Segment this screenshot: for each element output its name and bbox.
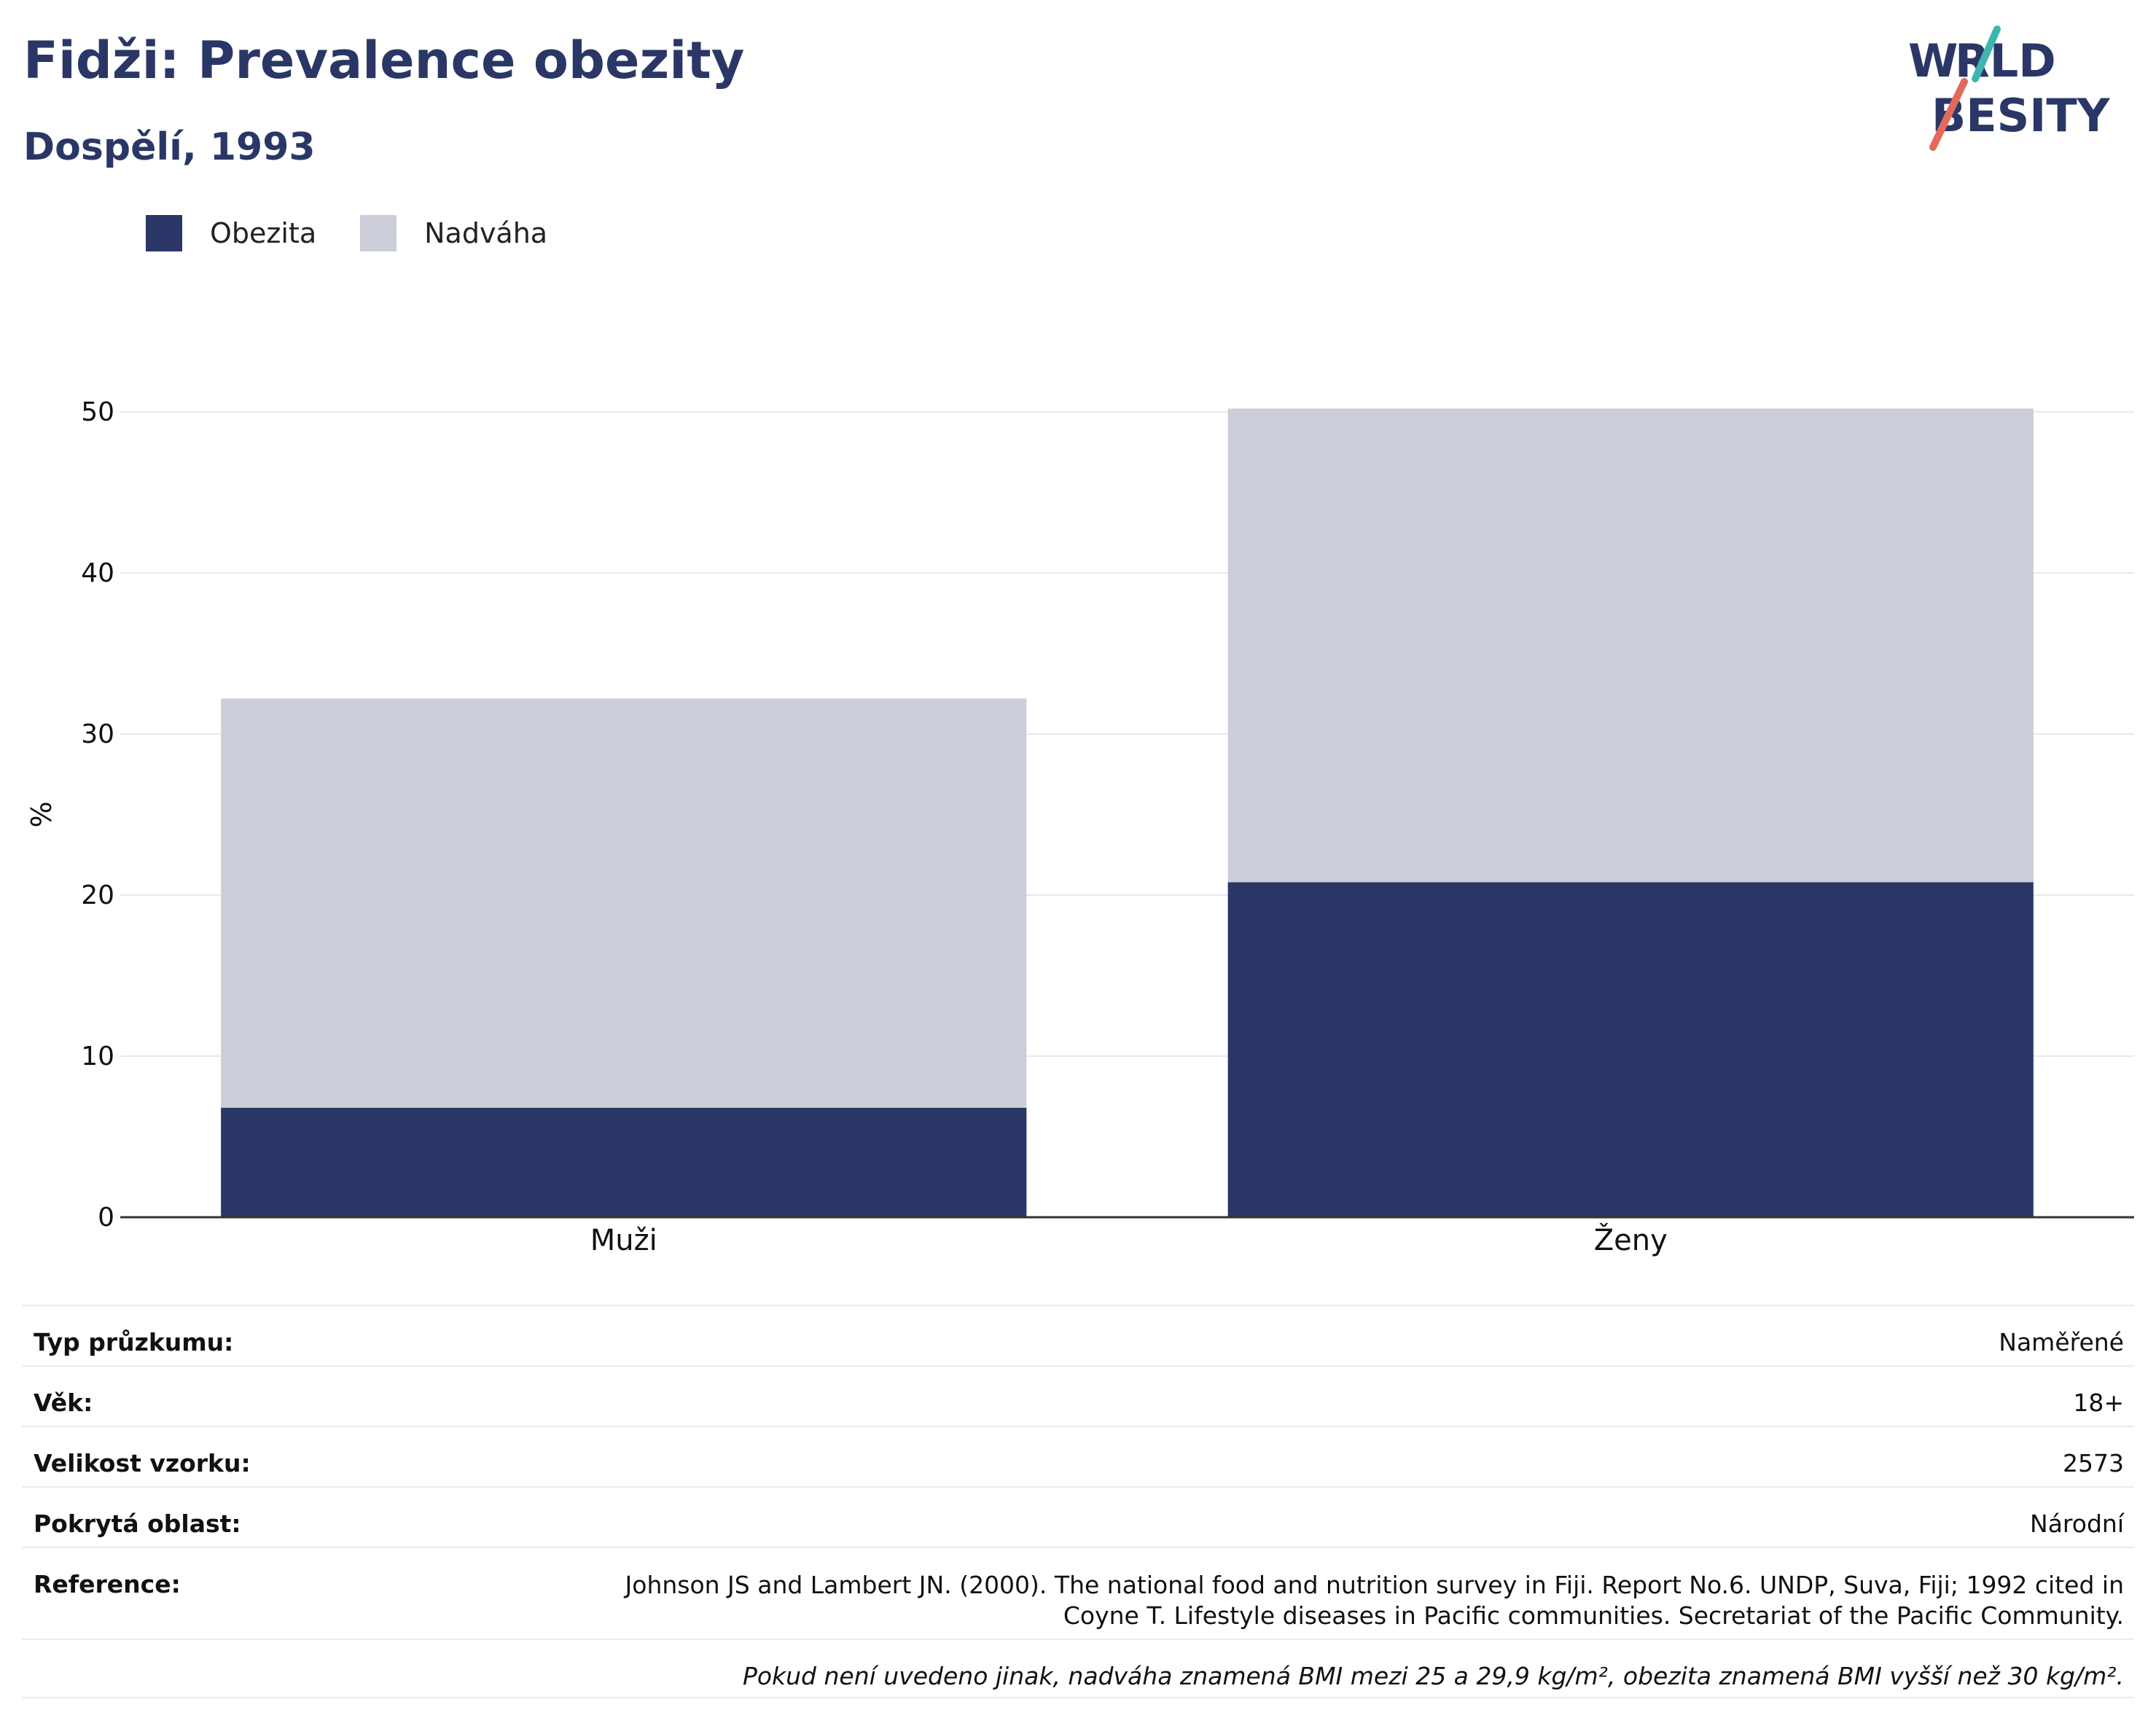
info-row-coverage: Pokrytá oblast: Národní [22,1486,2134,1547]
info-key: Typ průzkumu: [34,1328,234,1356]
definition-note: Pokud není uvedeno jinak, nadváha znamen… [742,1662,2124,1690]
info-value: 18+ [2073,1389,2124,1417]
info-value: Národní [2030,1510,2124,1538]
svg-text:W: W [1908,34,1958,87]
y-tick-label: 20 [81,880,114,910]
legend-swatch-obesity [146,215,182,251]
legend-item-obesity[interactable]: Obezita [146,215,316,251]
bar-overweight-men [221,698,1027,1108]
info-key: Pokrytá oblast: [34,1510,241,1538]
x-tick-label: Muži [590,1224,657,1257]
y-tick-label: 30 [81,719,114,749]
survey-info-table: Typ průzkumu: Naměřené Věk: 18+ Velikost… [22,1305,2134,1698]
legend-label-overweight: Nadváha [424,217,548,249]
x-tick-label: Ženy [1594,1222,1668,1257]
bar-obesity-women [1227,882,2034,1217]
info-key: Reference: [34,1570,181,1598]
info-row-age: Věk: 18+ [22,1365,2134,1426]
page-subtitle: Dospělí, 1993 [23,125,316,169]
y-tick-label: 0 [98,1203,114,1233]
reference-text: Johnson JS and Lambert JN. (2000). The n… [625,1571,2124,1630]
info-row-note: Pokud není uvedeno jinak, nadváha znamen… [22,1639,2134,1698]
info-key: Velikost vzorku: [34,1449,251,1477]
svg-text:RLD: RLD [1955,34,2056,87]
legend-swatch-overweight [360,215,397,251]
bar-overweight-women [1227,408,2034,883]
chart-legend: Obezita Nadváha [146,215,591,251]
y-tick-label: 50 [81,397,114,427]
info-key: Věk: [34,1389,93,1417]
info-value: 2573 [2063,1449,2124,1477]
info-value: Naměřené [1999,1328,2124,1356]
page-title: Fidži: Prevalence obezity [23,31,745,90]
y-tick-label: 40 [81,558,114,588]
svg-text:BESITY: BESITY [1932,89,2111,142]
legend-item-overweight[interactable]: Nadváha [360,215,547,251]
bar-obesity-men [221,1107,1027,1217]
bar-chart: 0 10 20 30 40 50% Muži Ženy [26,397,2134,1257]
y-tick-label: 10 [81,1042,114,1071]
world-obesity-logo: W RLD BESITY [1908,26,2111,151]
info-row-survey-type: Typ průzkumu: Naměřené [22,1305,2134,1365]
info-row-reference: Reference: Johnson JS and Lambert JN. (2… [22,1547,2134,1639]
y-axis-label: % [26,801,58,827]
info-row-sample-size: Velikost vzorku: 2573 [22,1426,2134,1486]
legend-label-obesity: Obezita [210,217,317,249]
